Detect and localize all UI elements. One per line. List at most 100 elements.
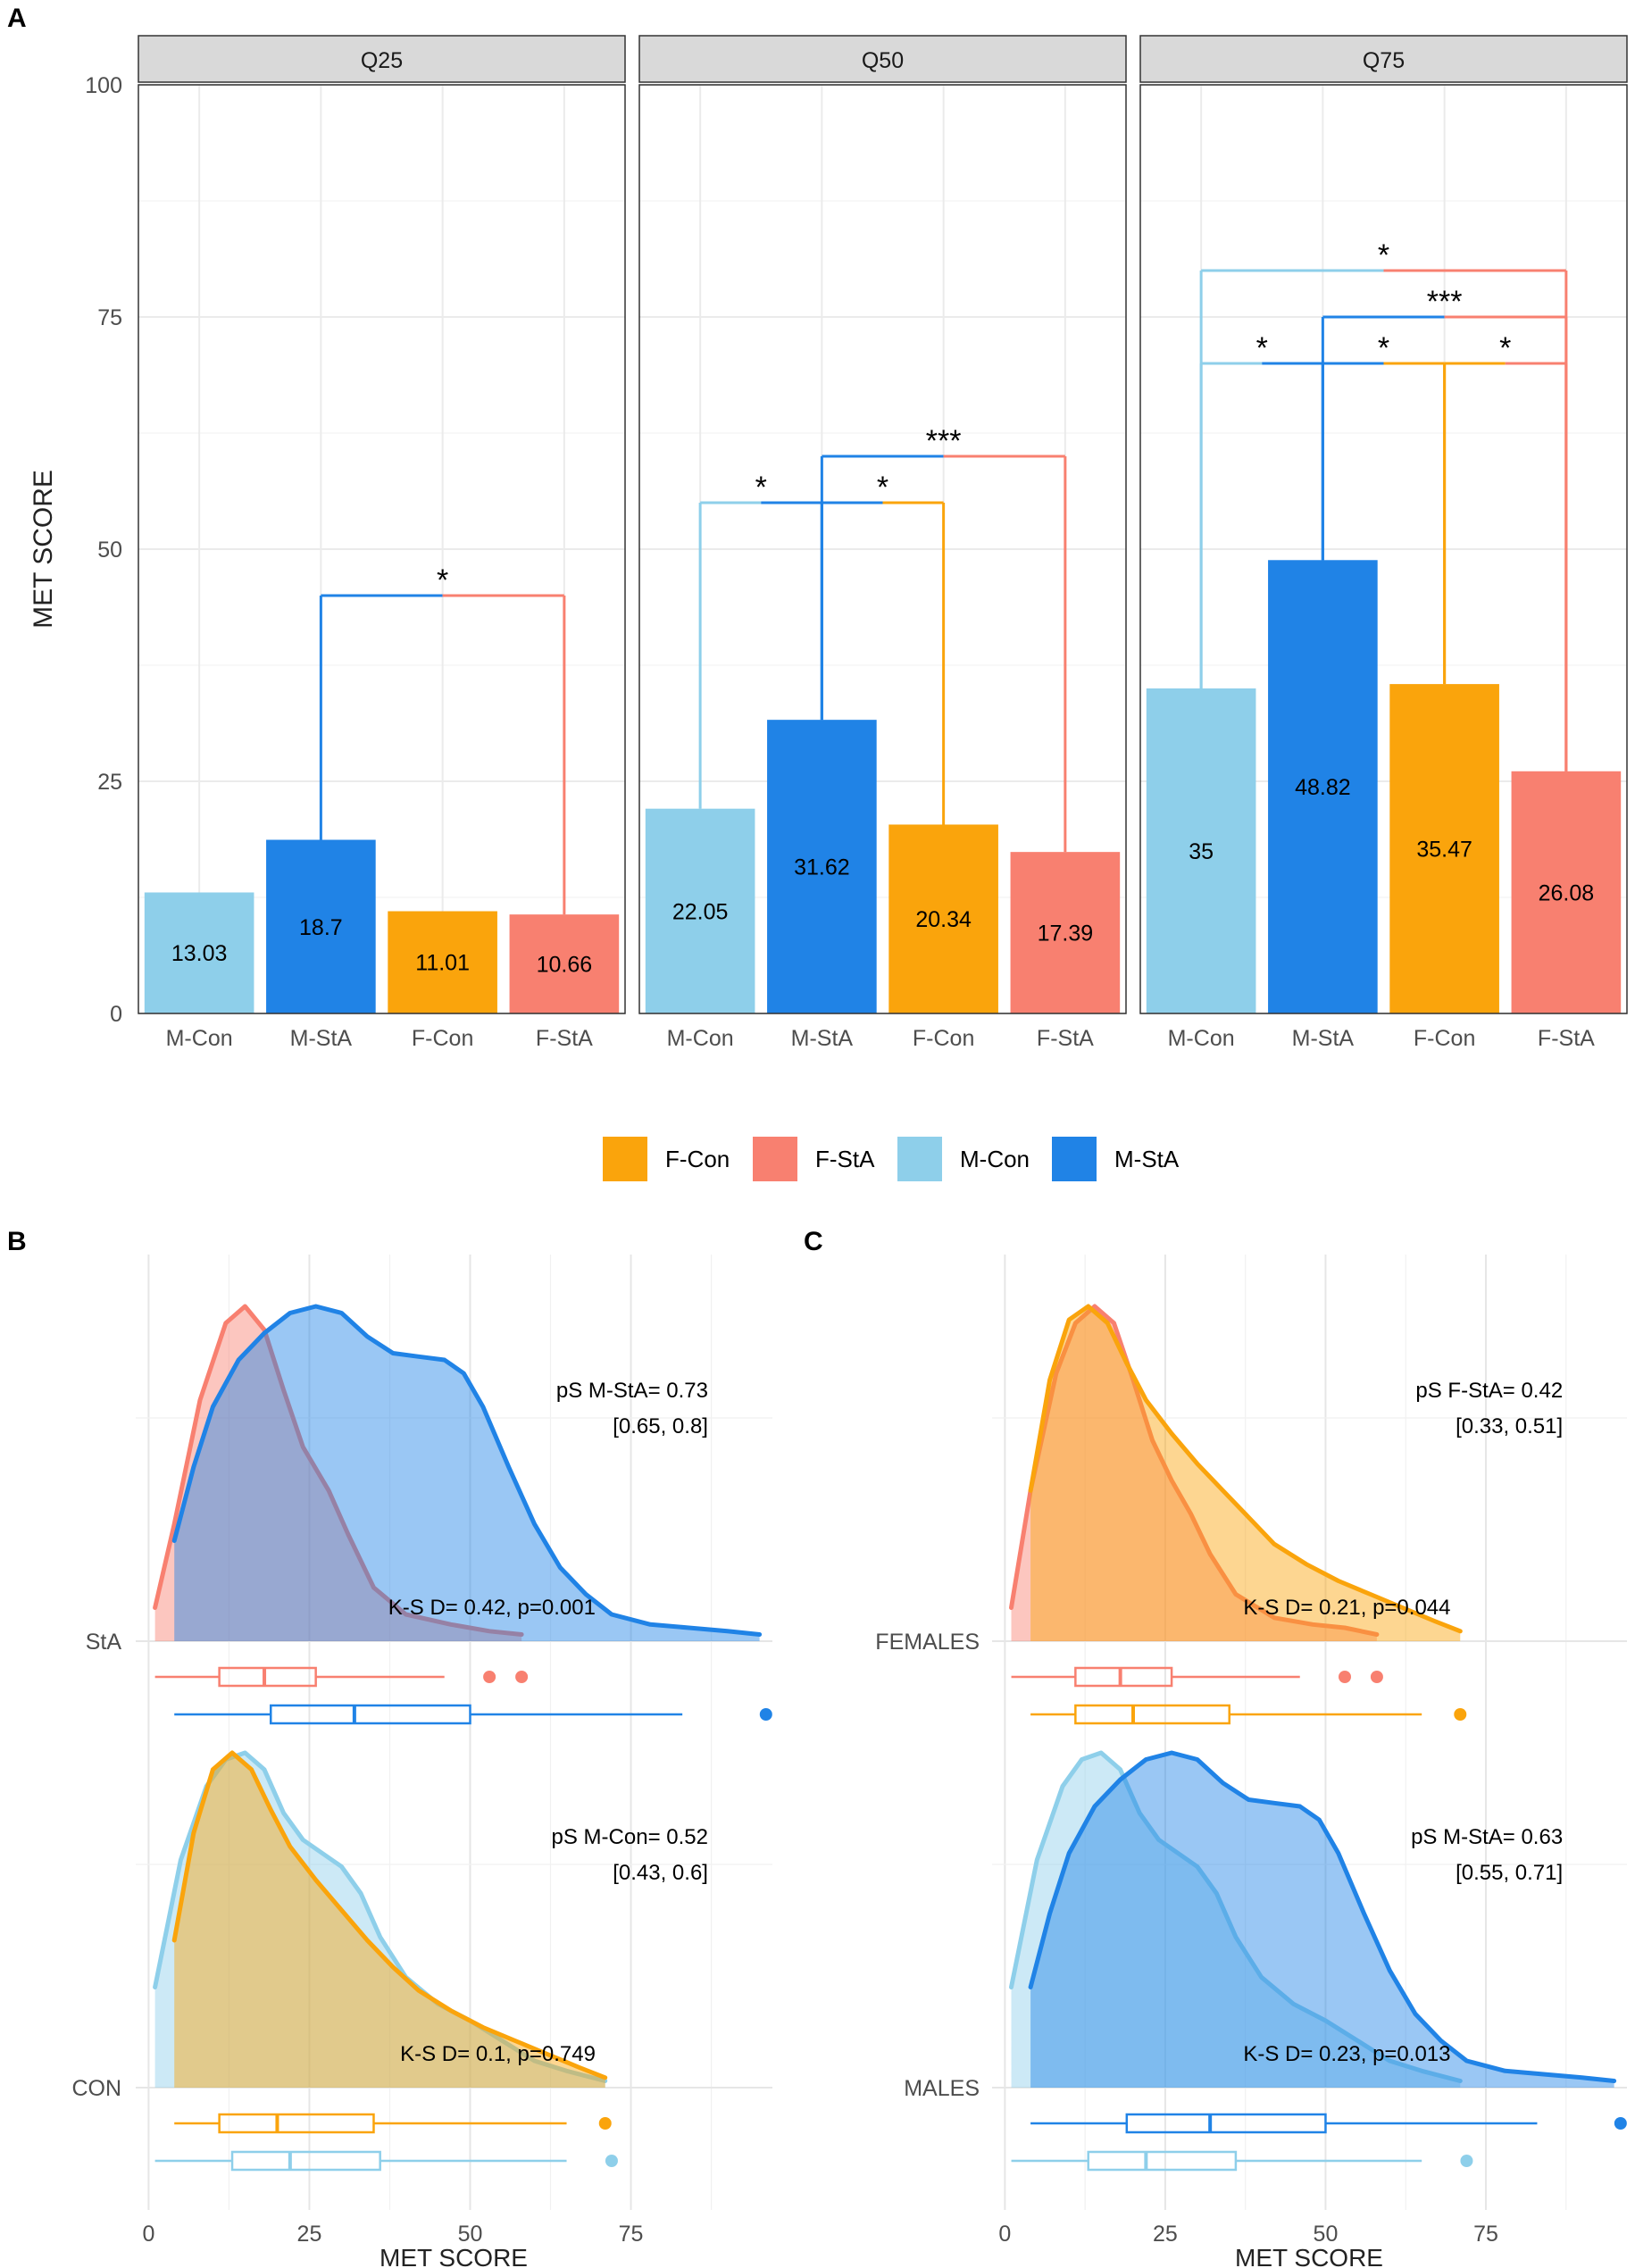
panel-label-a: A [7,4,27,33]
density-row-males: MALES pS M-StA= 0.63 [0.55, 0.71] K-S D= 0.… [904,1750,1627,2172]
x-tick-label: 50 [458,2222,483,2247]
y-tick-label: 0 [110,1002,122,1027]
density-curve-m-sta [1028,1750,1617,2083]
boxplot-m-sta [174,1704,772,1725]
bar-value-label: 22.05 [672,899,729,924]
x-axis-title: MET SCORE [1235,2244,1383,2268]
significance-marker: * [755,471,767,504]
density-area-f-sta [154,1306,522,1641]
facet-border [138,84,626,1014]
legend-label: M-Con [960,1146,1030,1172]
significance-marker: * [1378,331,1389,365]
significance-marker: * [877,471,888,504]
boxplot-m-sta [1030,2113,1627,2134]
density-row-sta: StA pS M-StA= 0.73 [0.65, 0.8] K-S D= 0.42,… [86,1304,772,1725]
density-curve-f-sta [153,1304,524,1637]
facet-border [1139,84,1628,1014]
facet-q25: Q25 13.03 M-Con 18.7 M-StA 11.01 F-Con 10.66 F-S… [138,35,626,1051]
x-tick-label: F-Con [913,1026,974,1051]
x-tick-label: M-StA [290,1026,353,1051]
boxplot-outlier [1460,2155,1473,2167]
legend-swatch [753,1137,797,1181]
panel-label-c: C [804,1227,823,1256]
x-tick-label: 50 [1314,2222,1339,2247]
facet-title: Q75 [1363,48,1405,73]
density-area-m-sta [1030,1753,1614,2088]
x-tick-label: F-StA [536,1026,593,1051]
bar-f-con [388,911,497,1013]
bar-m-sta [767,720,877,1013]
density-area-m-sta [174,1306,760,1641]
facet-title: Q50 [862,48,904,73]
density-area-f-con [174,1753,605,2088]
density-row-females: FEMALES pS F-StA= 0.42 [0.33, 0.51] K-S D= … [875,1304,1563,1725]
y-tick-label: MALES [904,2076,980,2101]
legend-label: F-Con [665,1146,730,1172]
ps-annotation: pS M-StA= 0.63 [1411,1825,1563,1849]
density-area-f-con [1030,1306,1461,1641]
y-tick-label: StA [86,1630,122,1655]
boxplot-box [1125,2113,1327,2134]
density-curve-f-sta [1009,1304,1380,1637]
significance-marker: *** [1427,285,1463,319]
boxplot-outlier [1339,1671,1351,1683]
facet-strip [638,35,1127,83]
bar-value-label: 35.47 [1416,838,1472,863]
facet-border [638,84,1127,1014]
y-tick-label: 25 [97,770,122,795]
ks-annotation: K-S D= 0.1, p=0.749 [400,2042,596,2066]
ps-annotation: pS F-StA= 0.42 [1415,1379,1563,1403]
boxplot-outlier [605,2155,618,2167]
bar-m-con [1146,688,1256,1013]
boxplot-f-sta [154,1666,529,1688]
boxplot-box [218,2113,375,2134]
density-area-m-con [154,1753,605,2088]
bar-m-con [144,892,254,1013]
bar-f-sta [1010,852,1121,1013]
x-tick-label: M-StA [1292,1026,1355,1051]
boxplot-box [230,2150,381,2172]
bar-value-label: 10.66 [537,953,593,978]
facet-q50: Q50 22.05 M-Con 31.62 M-StA 20.34 F-Con 17.39 F-… [638,35,1127,1051]
x-tick-label: M-Con [1168,1026,1235,1051]
x-tick-label: F-StA [1538,1026,1595,1051]
ci-annotation: [0.33, 0.51] [1456,1414,1563,1438]
boxplot-box [218,1666,317,1688]
density-curve-m-sta [171,1304,763,1637]
legend-swatch [1052,1137,1097,1181]
density-curve-f-con [171,1750,608,2080]
boxplot-m-con [1011,2150,1473,2172]
legend-swatch [897,1137,942,1181]
x-tick-label: 25 [1153,2222,1178,2247]
significance-marker: * [1499,331,1511,365]
bar-m-sta [1268,560,1378,1013]
ks-annotation: K-S D= 0.21, p=0.044 [1243,1596,1450,1620]
bar-value-label: 18.7 [299,915,343,940]
x-tick-label: 75 [1473,2222,1498,2247]
y-tick-label: 100 [85,73,122,98]
bar-f-con [1389,684,1499,1013]
ci-annotation: [0.65, 0.8] [613,1414,708,1438]
boxplot-box [1074,1666,1173,1688]
bar-value-label: 48.82 [1295,775,1351,800]
ps-annotation: pS M-StA= 0.73 [556,1379,708,1403]
bar-f-sta [1511,771,1622,1013]
density-curve-f-con [1028,1304,1463,1634]
ks-annotation: K-S D= 0.42, p=0.001 [388,1596,596,1620]
ci-annotation: [0.55, 0.71] [1456,1861,1563,1885]
y-tick-label: CON [71,2076,121,2101]
x-tick-label: 0 [998,2222,1011,2247]
legend-swatch [603,1137,647,1181]
significance-marker: * [1378,238,1389,272]
density-curve-m-con [1009,1750,1463,2083]
significance-marker: * [437,563,448,597]
legend-item: F-Con [603,1137,730,1181]
x-tick-label: M-Con [667,1026,734,1051]
bar-value-label: 35 [1189,839,1214,864]
boxplot-box [1074,1704,1230,1725]
bar-value-label: 20.34 [915,907,972,932]
ks-annotation: K-S D= 0.23, p=0.013 [1243,2042,1450,2066]
facet-title: Q25 [361,48,403,73]
bar-m-sta [266,839,376,1013]
